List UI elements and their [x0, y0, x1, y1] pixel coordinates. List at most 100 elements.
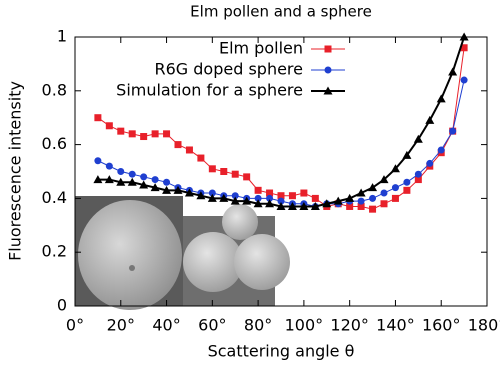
- marker: [220, 168, 228, 175]
- marker: [139, 180, 149, 189]
- marker: [449, 127, 457, 135]
- marker: [163, 130, 171, 138]
- sem-image-pollen: [75, 196, 183, 310]
- marker: [173, 185, 183, 194]
- marker: [369, 194, 377, 202]
- marker: [391, 184, 399, 192]
- marker: [288, 192, 296, 200]
- marker: [254, 194, 262, 202]
- marker: [117, 127, 125, 135]
- marker: [219, 193, 229, 202]
- marker: [368, 183, 378, 192]
- marker: [413, 134, 423, 143]
- marker: [207, 193, 217, 202]
- marker: [140, 133, 148, 141]
- legend-label: Elm pollen: [219, 39, 303, 58]
- x-tick-label: 140°: [376, 316, 415, 335]
- marker: [322, 199, 332, 208]
- marker: [369, 205, 377, 213]
- marker: [448, 67, 458, 76]
- marker: [162, 185, 172, 194]
- y-tick-label: 0.6: [42, 134, 67, 153]
- marker: [128, 130, 136, 138]
- x-tick-label: 100°: [285, 316, 324, 335]
- marker: [345, 193, 355, 202]
- marker: [276, 201, 286, 210]
- marker: [277, 197, 285, 205]
- marker: [346, 202, 354, 210]
- y-tick-label: 0: [57, 296, 67, 315]
- marker: [266, 194, 274, 202]
- marker: [380, 200, 388, 208]
- marker: [356, 188, 366, 197]
- marker: [299, 201, 309, 210]
- marker: [310, 201, 320, 210]
- marker: [254, 186, 262, 194]
- marker: [116, 177, 126, 186]
- y-tick-label: 0.2: [42, 242, 67, 261]
- marker: [94, 157, 102, 165]
- marker: [231, 192, 239, 200]
- marker: [414, 176, 422, 184]
- x-axis-label: Scattering angle θ: [208, 342, 355, 361]
- marker: [379, 175, 389, 184]
- marker: [265, 199, 275, 208]
- marker: [128, 170, 136, 178]
- marker: [357, 202, 365, 210]
- marker: [300, 189, 308, 197]
- marker: [287, 201, 297, 210]
- marker: [266, 189, 274, 197]
- marker: [185, 146, 193, 154]
- marker: [391, 194, 399, 202]
- marker: [231, 170, 239, 178]
- x-tick-label: 180°: [468, 316, 500, 335]
- marker: [104, 175, 114, 184]
- legend-marker: [324, 45, 332, 53]
- marker: [390, 164, 400, 173]
- marker: [402, 150, 412, 159]
- legend-marker: [324, 66, 332, 74]
- marker: [380, 189, 388, 197]
- marker: [460, 44, 468, 52]
- marker: [105, 162, 113, 170]
- marker: [414, 170, 422, 178]
- marker: [333, 196, 343, 205]
- marker: [127, 177, 137, 186]
- marker: [94, 114, 102, 122]
- sem-image-sphere: [183, 204, 290, 306]
- x-tick-label: 80°: [244, 316, 272, 335]
- marker: [436, 94, 446, 103]
- marker: [460, 76, 468, 84]
- marker: [93, 175, 103, 184]
- marker: [403, 186, 411, 194]
- x-tick-label: 120°: [330, 316, 369, 335]
- x-tick-label: 0°: [66, 316, 84, 335]
- marker: [196, 191, 206, 200]
- marker: [150, 183, 160, 192]
- plot-frame: [74, 36, 488, 307]
- y-tick-label: 0.8: [42, 80, 67, 99]
- marker: [208, 165, 216, 173]
- marker: [403, 178, 411, 186]
- marker: [277, 192, 285, 200]
- x-tick-label: 40°: [152, 316, 180, 335]
- marker: [437, 146, 445, 154]
- marker: [243, 173, 251, 181]
- marker: [242, 196, 252, 205]
- marker: [311, 194, 319, 202]
- marker: [184, 188, 194, 197]
- marker: [459, 32, 469, 41]
- marker: [140, 173, 148, 181]
- marker: [425, 115, 435, 124]
- marker: [117, 168, 125, 175]
- x-tick-label: 20°: [107, 316, 135, 335]
- marker: [163, 178, 171, 186]
- marker: [357, 197, 365, 205]
- y-tick-label: 1: [57, 27, 67, 46]
- y-tick-label: 0.4: [42, 188, 67, 207]
- legend-marker: [323, 86, 333, 95]
- marker: [105, 122, 113, 130]
- legend-label: Simulation for a sphere: [116, 81, 303, 100]
- chart-title: Elm pollen and a sphere: [190, 3, 372, 21]
